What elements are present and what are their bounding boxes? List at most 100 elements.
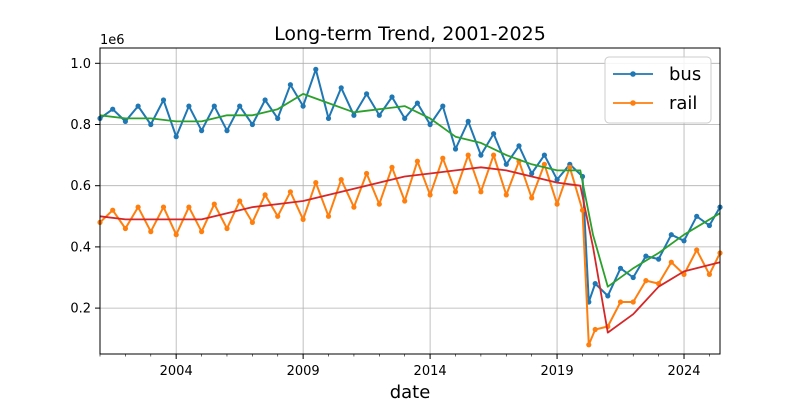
- x-tick-label: 2009: [287, 364, 320, 379]
- bus-point: [427, 121, 433, 128]
- bus-point: [414, 100, 420, 106]
- bus-point: [452, 146, 459, 152]
- rail-point: [148, 229, 154, 235]
- rail-point: [122, 225, 128, 232]
- bus-point: [617, 265, 624, 271]
- bus-point: [491, 131, 497, 137]
- rail-point: [262, 192, 268, 198]
- bus-point: [376, 112, 382, 118]
- rail-point: [199, 229, 205, 235]
- rail-point: [351, 204, 357, 210]
- x-axis-label: date: [390, 382, 431, 400]
- y-axis-ticks: 0.2 0.4 0.6 0.8 1.0: [70, 57, 100, 317]
- bus-point: [465, 118, 471, 124]
- rail-point: [275, 213, 281, 219]
- rail-point: [579, 207, 586, 213]
- x-tick-label: 2014: [414, 364, 447, 379]
- bus-point: [389, 94, 395, 100]
- bus-point: [364, 91, 370, 97]
- bus-point: [237, 103, 243, 109]
- bus-point: [135, 103, 141, 109]
- y-tick-label: 0.8: [70, 118, 91, 133]
- y-tick-label: 1.0: [70, 57, 91, 72]
- series-bus: [97, 66, 723, 305]
- bus-point: [122, 118, 128, 124]
- bus-point: [249, 121, 255, 128]
- bus-point: [313, 66, 319, 72]
- rail-point: [173, 232, 179, 238]
- rail-point: [592, 326, 598, 333]
- rail-point: [135, 204, 141, 210]
- bus-point: [592, 281, 598, 287]
- rail-point: [529, 195, 535, 201]
- legend: bus rail: [604, 56, 712, 124]
- bus-point: [668, 232, 674, 238]
- x-tick-label: 2019: [541, 364, 574, 379]
- bus-point: [211, 103, 217, 109]
- bus-point: [516, 143, 522, 149]
- x-tick-label: 2004: [160, 364, 193, 379]
- rail-point: [440, 155, 446, 161]
- rail-point: [567, 164, 573, 170]
- chart-title: Long-term Trend, 2001-2025: [274, 23, 546, 45]
- rail-point: [706, 271, 713, 277]
- rail-point: [414, 158, 420, 164]
- bus-point: [351, 112, 357, 118]
- rail-point: [465, 152, 471, 158]
- rail-point: [491, 152, 497, 158]
- bus-point: [681, 238, 687, 244]
- bus-trend-line: [99, 93, 721, 288]
- rail-point: [249, 219, 255, 225]
- bus-point: [224, 128, 230, 134]
- bus-point: [529, 170, 535, 177]
- bus-point: [643, 253, 649, 259]
- rail-point: [668, 259, 674, 265]
- bus-point: [287, 82, 293, 88]
- series-layer: [97, 66, 723, 348]
- legend-label-rail: rail: [669, 93, 697, 114]
- bus-point: [630, 274, 636, 281]
- rail-point: [160, 204, 167, 210]
- y-tick-label: 0.2: [70, 302, 91, 317]
- series-bus-trend: [99, 93, 721, 288]
- rail-line: [99, 154, 721, 346]
- rail-point: [287, 189, 293, 195]
- bus-point: [541, 152, 548, 158]
- rail-point: [554, 201, 560, 207]
- bus-point: [148, 121, 154, 128]
- bus-point: [554, 177, 560, 183]
- rail-point: [541, 161, 548, 167]
- axes: [99, 47, 721, 355]
- bus-point: [706, 222, 713, 229]
- bus-point: [605, 293, 611, 299]
- rail-point: [643, 278, 649, 284]
- bus-point: [275, 115, 281, 121]
- bus-point: [110, 106, 116, 112]
- bus-point: [199, 128, 205, 134]
- legend-marker-bus: [630, 71, 636, 77]
- rail-point: [211, 201, 217, 207]
- rail-point: [186, 204, 192, 210]
- bus-point: [402, 115, 408, 121]
- rail-point: [478, 189, 484, 195]
- rail-point: [617, 299, 624, 305]
- bus-point: [656, 256, 662, 262]
- bus-point: [186, 103, 192, 109]
- y-offset-text: 1e6: [100, 33, 125, 48]
- rail-point: [452, 189, 459, 195]
- rail-point: [313, 180, 319, 186]
- series-rail: [97, 152, 723, 348]
- rail-point: [586, 342, 592, 348]
- rail-point: [503, 192, 509, 198]
- rail-point: [110, 207, 116, 213]
- rail-point: [694, 247, 700, 253]
- x-tick-label: 2024: [667, 364, 700, 379]
- legend-marker-rail: [630, 100, 636, 106]
- rail-point: [338, 177, 344, 183]
- rail-trend-line: [99, 166, 721, 334]
- rail-point: [300, 216, 306, 222]
- rail-point: [224, 225, 230, 232]
- rail-point: [364, 170, 370, 177]
